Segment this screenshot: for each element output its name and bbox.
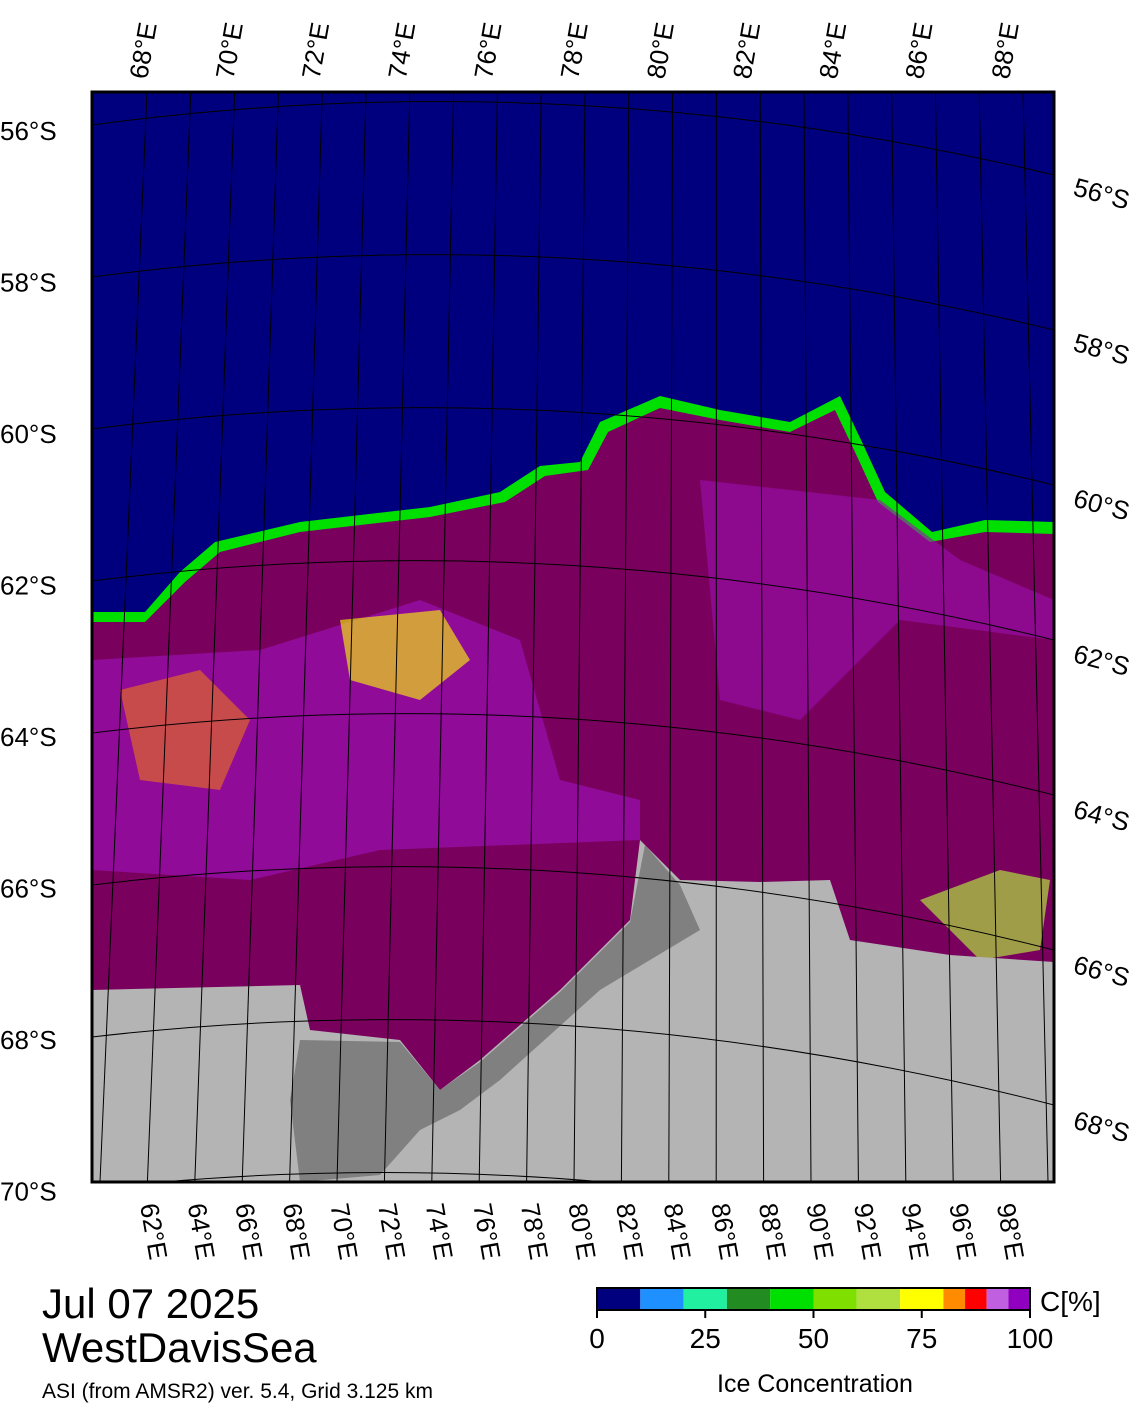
- lon-label-bottom: 74°E: [420, 1201, 459, 1262]
- lon-label-bottom: 86°E: [705, 1201, 744, 1262]
- lat-label-left: 56°S: [0, 116, 57, 146]
- colorbar-label: Ice Concentration: [717, 1370, 913, 1398]
- lat-label-left: 62°S: [0, 571, 57, 601]
- lon-label-bottom: 68°E: [277, 1201, 316, 1262]
- colorbar-tick-label: 100: [1007, 1323, 1054, 1354]
- lat-label-right: 58°S: [1070, 327, 1133, 371]
- lon-label-bottom: 82°E: [610, 1201, 649, 1262]
- colorbar-segment: [684, 1288, 727, 1310]
- lat-label-right: 60°S: [1070, 483, 1133, 527]
- lon-label-top: 84°E: [813, 20, 852, 81]
- colorbar-segment: [770, 1288, 813, 1310]
- colorbar-segment: [597, 1288, 640, 1310]
- colorbar-tick-label: 0: [589, 1323, 605, 1354]
- colorbar-segment: [900, 1288, 943, 1310]
- lon-label-top: 86°E: [899, 20, 938, 81]
- date: Jul 07 2025: [42, 1280, 259, 1327]
- lon-label-bottom: 62°E: [134, 1201, 173, 1262]
- lat-label-left: 68°S: [0, 1025, 57, 1055]
- lat-label-right: 66°S: [1070, 949, 1133, 993]
- lon-label-top: 68°E: [123, 20, 162, 81]
- colorbar-unit: C[%]: [1040, 1286, 1101, 1317]
- lon-label-bottom: 70°E: [324, 1201, 363, 1262]
- lat-label-left: 60°S: [0, 419, 57, 449]
- colorbar-segment: [857, 1288, 900, 1310]
- lat-label-right: 68°S: [1070, 1105, 1133, 1149]
- lat-label-left: 66°S: [0, 874, 57, 904]
- region-name: WestDavisSea: [42, 1324, 317, 1371]
- lon-label-bottom: 98°E: [991, 1201, 1030, 1262]
- lon-label-top: 82°E: [727, 20, 766, 81]
- colorbar-segment: [965, 1288, 987, 1310]
- colorbar-segment: [987, 1288, 1009, 1310]
- lat-label-right: 56°S: [1070, 172, 1133, 216]
- lat-label-right: 64°S: [1070, 794, 1133, 838]
- lon-label-bottom: 84°E: [658, 1201, 697, 1262]
- lat-label-left: 58°S: [0, 268, 57, 298]
- colorbar-segment: [943, 1288, 965, 1310]
- lon-label-top: 72°E: [296, 20, 335, 81]
- lon-label-bottom: 88°E: [753, 1201, 792, 1262]
- colorbar-segment: [727, 1288, 770, 1310]
- lon-label-bottom: 64°E: [182, 1201, 221, 1262]
- colorbar-segment: [640, 1288, 683, 1310]
- colorbar-segment: [814, 1288, 857, 1310]
- lon-label-bottom: 80°E: [562, 1201, 601, 1262]
- lon-label-top: 74°E: [382, 20, 421, 81]
- lat-label-right: 62°S: [1070, 638, 1133, 682]
- lon-label-top: 78°E: [554, 20, 593, 81]
- colorbar-tick-label: 25: [690, 1323, 721, 1354]
- lon-label-top: 88°E: [985, 20, 1024, 81]
- lon-label-bottom: 76°E: [467, 1201, 506, 1262]
- lon-label-top: 80°E: [641, 20, 680, 81]
- lon-label-top: 70°E: [210, 20, 249, 81]
- colorbar-tick-label: 50: [798, 1323, 829, 1354]
- lon-label-bottom: 94°E: [896, 1201, 935, 1262]
- lon-label-bottom: 78°E: [515, 1201, 554, 1262]
- lon-label-top: 76°E: [468, 20, 507, 81]
- source-note: ASI (from AMSR2) ver. 5.4, Grid 3.125 km: [42, 1380, 433, 1403]
- lon-label-bottom: 66°E: [229, 1201, 268, 1262]
- lon-label-bottom: 92°E: [848, 1201, 887, 1262]
- lon-label-bottom: 72°E: [372, 1201, 411, 1262]
- lon-label-bottom: 90°E: [800, 1201, 839, 1262]
- lat-label-left: 64°S: [0, 722, 57, 752]
- colorbar-tick-label: 75: [906, 1323, 937, 1354]
- lat-label-left: 70°S: [0, 1177, 57, 1207]
- colorbar-segment: [1008, 1288, 1030, 1310]
- lon-label-bottom: 96°E: [943, 1201, 982, 1262]
